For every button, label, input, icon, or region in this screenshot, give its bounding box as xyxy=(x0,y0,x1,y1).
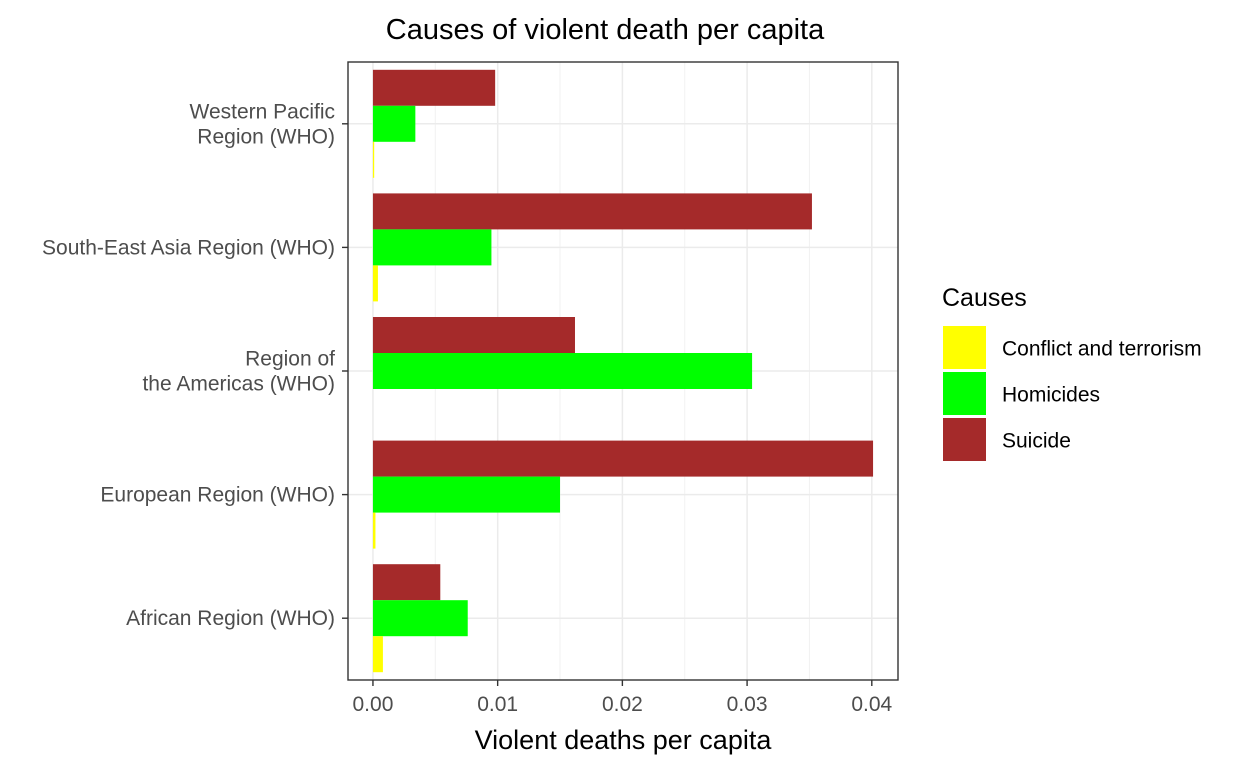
category-label: Western Pacific Region (WHO) xyxy=(190,100,336,148)
category-label-line: African Region (WHO) xyxy=(126,607,335,630)
bar-suicide xyxy=(372,440,874,477)
bar-suicide xyxy=(372,564,441,601)
bar-conflict-and-terrorism xyxy=(372,265,378,302)
category-label: African Region (WHO) xyxy=(126,607,335,630)
legend-label: Homicides xyxy=(1002,384,1100,407)
bar-suicide xyxy=(372,193,812,230)
bar-conflict-and-terrorism xyxy=(372,141,375,178)
category-label-line: the Americas (WHO) xyxy=(142,373,335,396)
x-axis: 0.00 0.01 0.02 0.03 0.04 xyxy=(353,680,893,716)
x-tick-label: 0.02 xyxy=(602,693,643,716)
category-label-line: Region of xyxy=(245,348,335,371)
bar-suicide xyxy=(372,317,575,353)
x-axis-title: Violent deaths per capita xyxy=(475,725,773,755)
bar-homicides xyxy=(372,600,468,637)
bar-homicides xyxy=(372,229,492,266)
legend-title: Causes xyxy=(942,284,1027,312)
category-label: South-East Asia Region (WHO) xyxy=(42,236,335,259)
legend: Causes Conflict and terrorism Homicides Su… xyxy=(942,284,1202,461)
category-label-line: European Region (WHO) xyxy=(100,484,335,507)
category-label-line: South-East Asia Region (WHO) xyxy=(42,236,335,259)
category-label: European Region (WHO) xyxy=(100,484,335,507)
bar-conflict-and-terrorism xyxy=(372,636,383,673)
bar-conflict-and-terrorism xyxy=(372,512,376,549)
bar-homicides xyxy=(372,353,753,389)
legend-label: Conflict and terrorism xyxy=(1002,338,1202,361)
bar-homicides xyxy=(372,476,561,513)
bar-homicides xyxy=(372,105,416,142)
x-tick-label: 0.04 xyxy=(851,693,892,716)
bar-suicide xyxy=(372,69,496,106)
category-label-line: Western Pacific xyxy=(190,100,336,123)
y-axis: Western Pacific Region (WHO) South-East As… xyxy=(42,100,348,630)
x-tick-label: 0.00 xyxy=(353,693,394,716)
legend-key xyxy=(943,418,986,461)
legend-label: Suicide xyxy=(1002,430,1071,453)
legend-key xyxy=(943,372,986,415)
legend-key xyxy=(943,326,986,369)
x-tick-label: 0.01 xyxy=(477,693,518,716)
category-label: Region of the Americas (WHO) xyxy=(142,348,335,396)
x-tick-label: 0.03 xyxy=(727,693,768,716)
category-label-line: Region (WHO) xyxy=(197,125,335,148)
bars xyxy=(372,69,874,673)
chart-title: Causes of violent death per capita xyxy=(386,14,825,46)
